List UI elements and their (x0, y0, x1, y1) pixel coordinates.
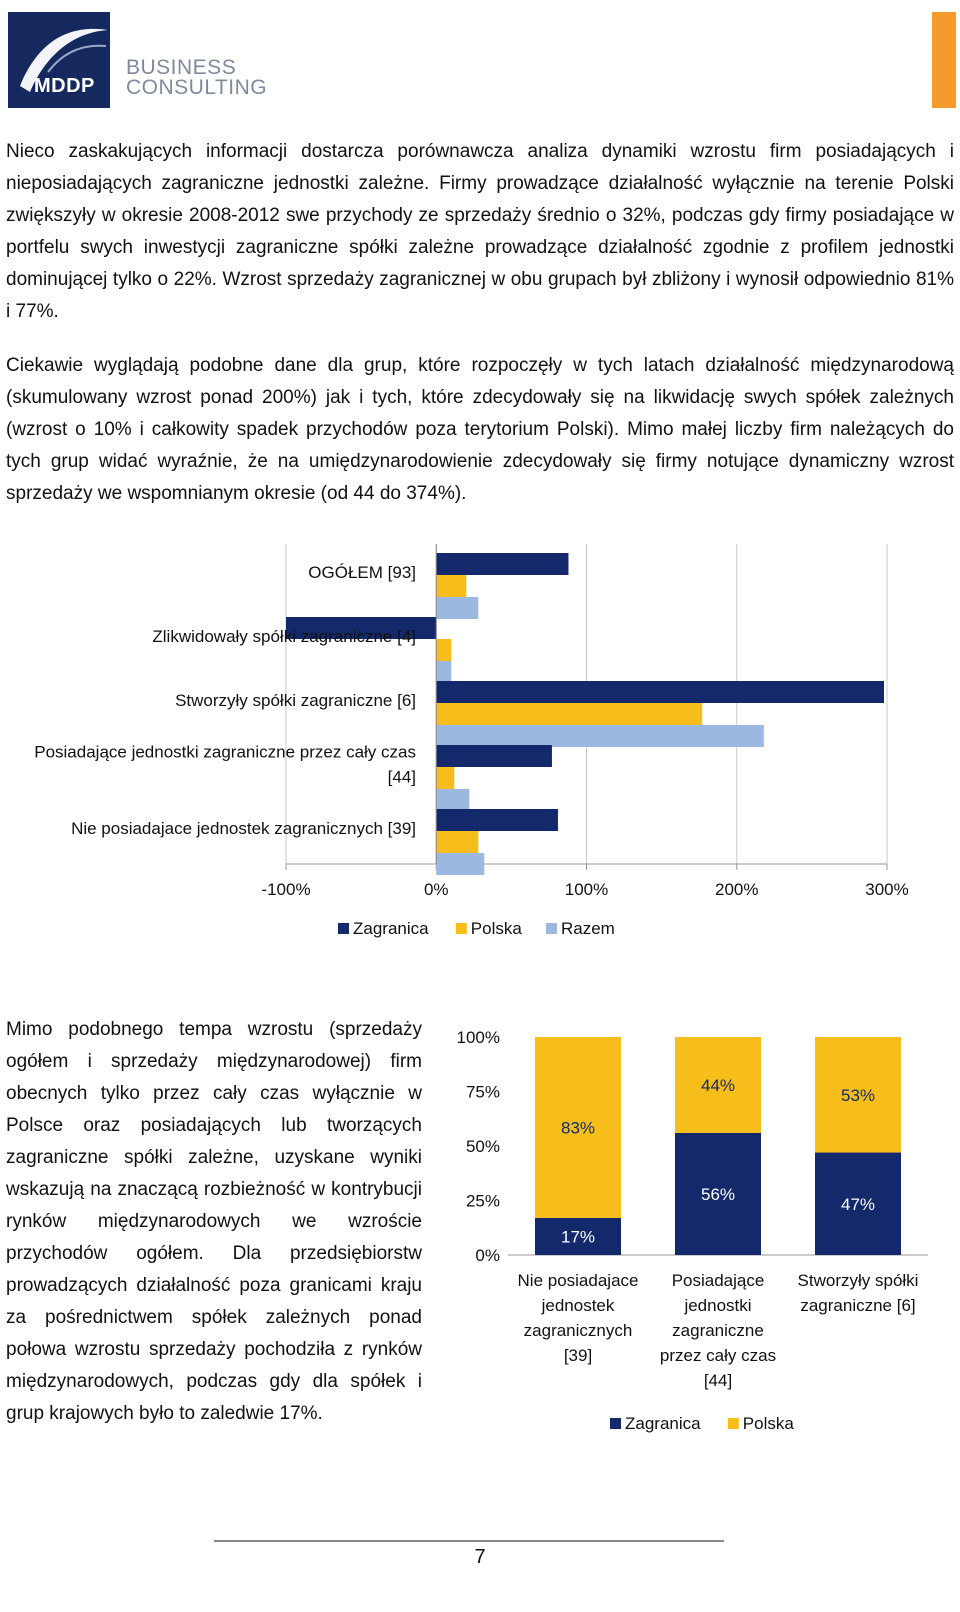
brand-name: BUSINESS CONSULTING (126, 56, 268, 99)
y-tick-label: 50% (466, 1137, 500, 1156)
bar-polska (535, 1037, 621, 1218)
data-label: 44% (701, 1076, 735, 1095)
bar-razem (436, 661, 452, 683)
x-tick-label: 200% (715, 880, 758, 899)
category-label: Stworzyły spółki zagraniczne [6] (175, 691, 416, 710)
bar-polska (436, 639, 452, 661)
bar-zagranica (815, 1152, 901, 1255)
category-label: [44] (704, 1371, 732, 1390)
y-tick-label: 25% (466, 1192, 500, 1211)
y-tick-label: 100% (457, 1028, 500, 1047)
bar-polska (436, 831, 479, 853)
legend-swatch (455, 923, 467, 934)
category-label: zagranicznych (524, 1321, 633, 1340)
data-label: 53% (841, 1086, 875, 1105)
category-label: OGÓŁEM [93] (308, 563, 416, 582)
bar-razem (436, 853, 485, 875)
bar-zagranica (286, 617, 437, 639)
brand-line-2: CONSULTING (126, 76, 268, 99)
footer-rule (214, 1540, 724, 1542)
category-label: jednostki (683, 1296, 751, 1315)
legend-swatch (546, 923, 557, 934)
page-number: 7 (474, 1546, 486, 1568)
category-label: Nie posiadajace (518, 1271, 639, 1290)
bar-polska (436, 575, 467, 597)
legend-label: Zagranica (353, 919, 429, 938)
x-tick-label: -100% (261, 880, 310, 899)
legend-label: Zagranica (625, 1414, 701, 1433)
data-label: 83% (561, 1118, 595, 1137)
bar-polska (436, 767, 455, 789)
bar-zagranica (675, 1132, 761, 1255)
bar-polska (675, 1037, 761, 1133)
y-tick-label: 0% (475, 1246, 500, 1265)
category-label: Posiadające jednostki zagraniczne przez … (34, 743, 416, 762)
legend-swatch (610, 1418, 621, 1429)
legend-label: Polska (743, 1414, 795, 1433)
bar-zagranica (436, 553, 569, 575)
category-label: zagraniczne (672, 1321, 764, 1340)
y-tick-label: 75% (466, 1083, 500, 1102)
paragraph-contribution: Mimo podobnego tempa wzrostu (sprzedaży … (6, 1019, 422, 1424)
company-logo: MDDP (8, 12, 110, 108)
bar-razem (436, 597, 479, 619)
data-label: 47% (841, 1195, 875, 1214)
paragraph-intro: Nieco zaskakujących informacji dostarcza… (6, 141, 954, 322)
legend-label: Razem (561, 919, 615, 938)
legend-label: Polska (471, 919, 523, 938)
x-tick-label: 100% (565, 880, 608, 899)
category-label: Zlikwidowały spółki zagraniczne [4] (152, 627, 416, 646)
legend-swatch (727, 1418, 739, 1429)
swoosh-icon (20, 28, 108, 92)
x-tick-label: 300% (865, 880, 908, 899)
bar-razem (436, 789, 470, 811)
category-label: przez cały czas (660, 1346, 776, 1365)
category-label: jednostek (541, 1296, 615, 1315)
category-label: Stworzyły spółki (798, 1271, 919, 1290)
category-label: Posiadające (672, 1271, 765, 1290)
paragraph-groups: Ciekawie wyglądają podobne dane dla grup… (6, 355, 954, 504)
bar-zagranica (436, 681, 884, 703)
bar-zagranica (436, 745, 552, 767)
data-label: 56% (701, 1185, 735, 1204)
x-tick-label: 0% (424, 880, 449, 899)
contribution-stacked-chart: 0% 25% 50% 75% 100% 17% 83% Nie posiadajace jedn… (457, 1028, 928, 1433)
bar-polska (815, 1037, 901, 1153)
growth-bar-chart: -100% 0% 100% 200% 300% OGÓŁEM [93] Zlikwidowa… (34, 544, 909, 938)
category-label: [44] (388, 768, 416, 787)
brand-line-1: BUSINESS (126, 56, 237, 79)
category-label: [39] (564, 1346, 592, 1365)
logo-text: MDDP (34, 75, 95, 97)
bar-zagranica (535, 1217, 621, 1255)
category-label: Nie posiadajace jednostek zagranicznych … (71, 819, 416, 838)
accent-bar (932, 12, 956, 108)
bar-zagranica (436, 809, 558, 831)
bar-razem (436, 725, 764, 747)
data-label: 17% (561, 1227, 595, 1246)
category-label: zagraniczne [6] (800, 1296, 915, 1315)
legend-swatch (338, 923, 349, 934)
bar-polska (436, 703, 703, 725)
